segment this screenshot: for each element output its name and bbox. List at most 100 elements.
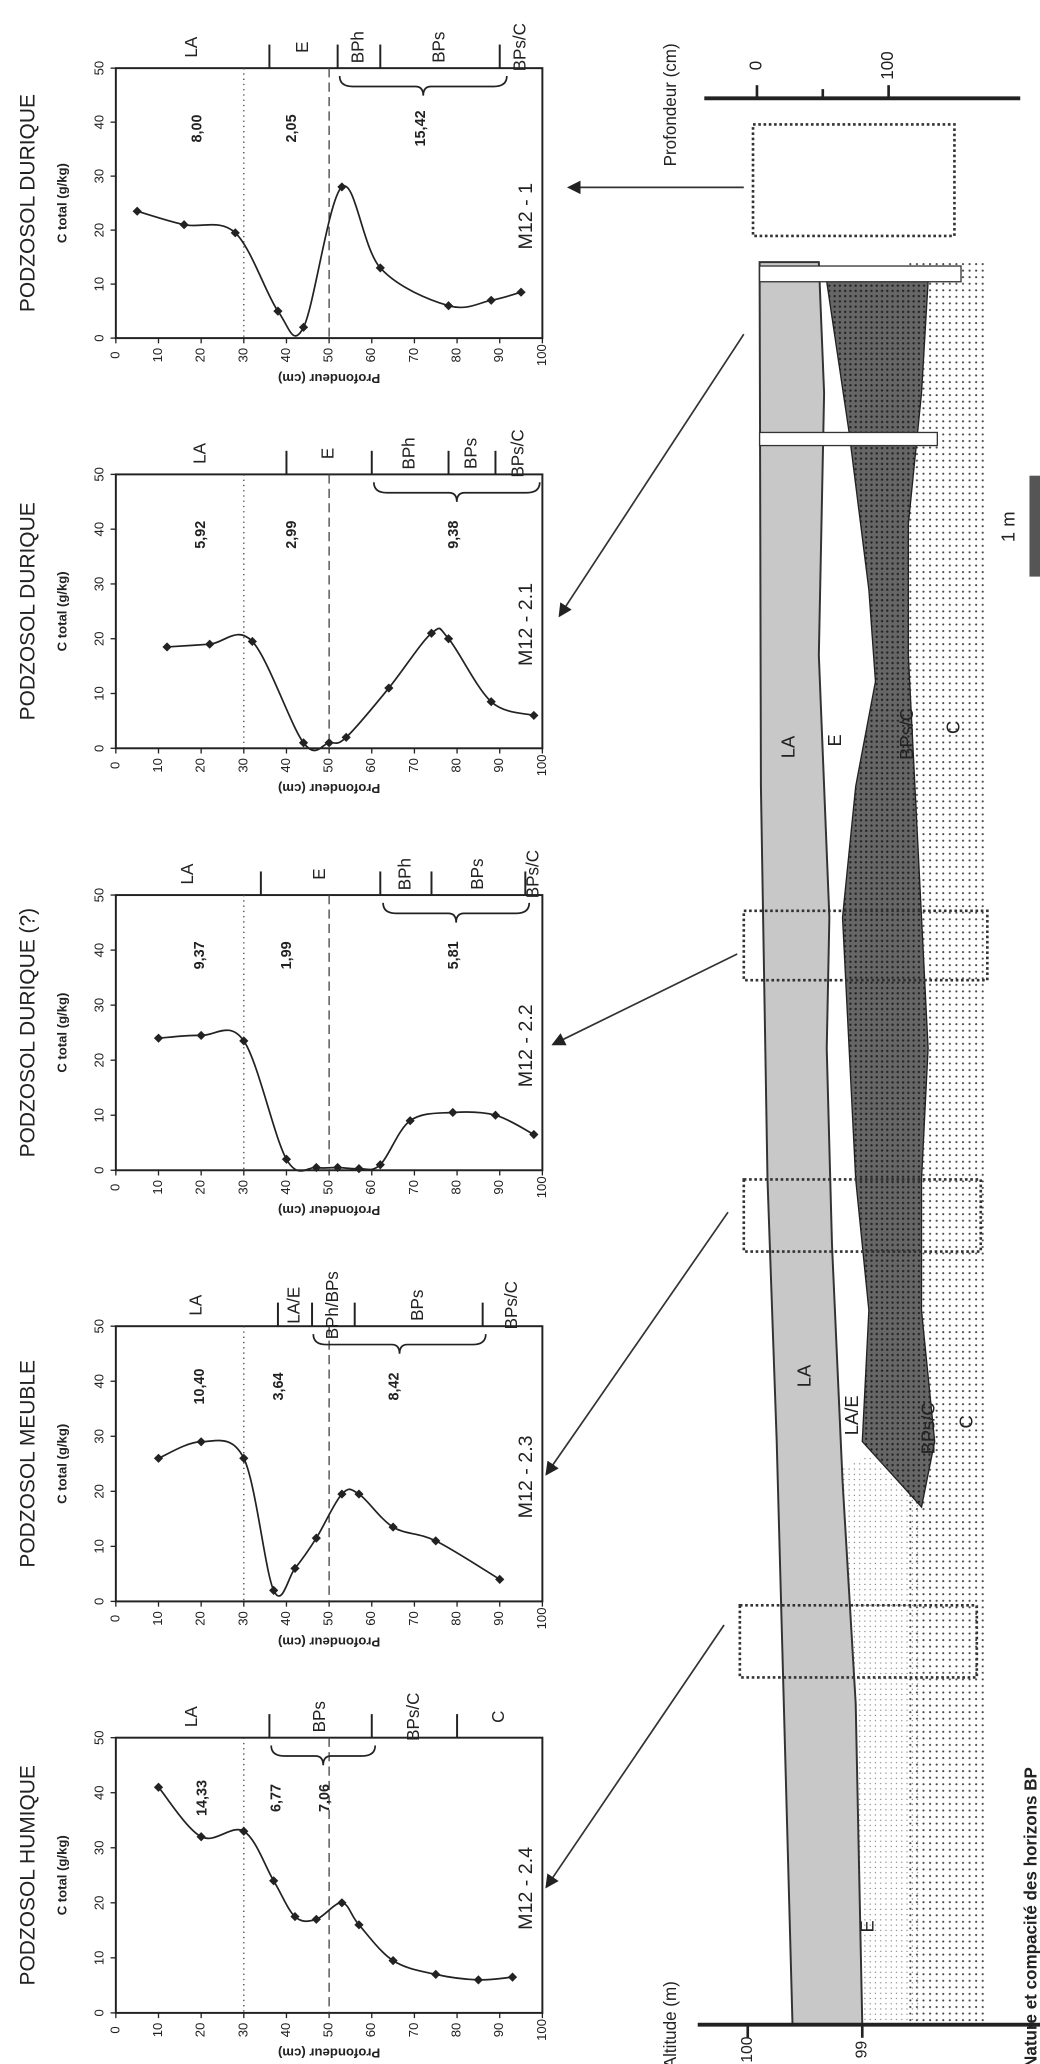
horizon-label: LA	[182, 1706, 201, 1727]
sample-box	[751, 123, 956, 238]
x-tick-label: 30	[235, 1611, 250, 1626]
horizon-label: BPh	[348, 31, 367, 63]
series-line	[136, 185, 522, 337]
horizon-label: LA	[191, 442, 210, 463]
x-tick-label: 50	[321, 1180, 336, 1195]
x-tick-label: 50	[321, 2023, 336, 2038]
section-label: E	[857, 1920, 878, 1932]
x-tick-label: 0	[107, 762, 122, 769]
data-point	[196, 1832, 206, 1842]
x-tick-label: 30	[235, 1180, 250, 1195]
x-tick-label: 0	[107, 351, 122, 358]
section-label: BPs/C	[917, 1402, 938, 1454]
horizon-label: BPs	[408, 1290, 427, 1321]
sample-id: M12 - 2.3	[515, 1435, 537, 1518]
horizon-label: E	[319, 448, 338, 459]
brace	[312, 1334, 487, 1354]
data-point	[269, 1876, 279, 1886]
horizon-label: BPs/C	[404, 1693, 423, 1741]
data-point	[239, 1453, 249, 1463]
horizon-label: BPs/C	[502, 1281, 521, 1329]
soil-section	[758, 261, 985, 2026]
sample-box	[742, 909, 989, 982]
data-point	[162, 642, 172, 652]
sample-id: M12 - 2.4	[515, 1847, 537, 1930]
y-tick-label: 0	[92, 1167, 107, 1174]
section-label: LA	[778, 735, 799, 758]
x-tick-label: 60	[363, 1180, 378, 1195]
y-tick-label: 30	[92, 1840, 107, 1855]
profile-pit	[758, 431, 938, 447]
data-point	[448, 1107, 458, 1118]
data-point	[179, 220, 189, 230]
data-point	[337, 1489, 347, 1499]
x-tick-label: 70	[406, 1611, 421, 1626]
depth-tick: 0	[746, 61, 765, 70]
x-tick-label: 70	[406, 348, 421, 363]
mean-label: 6,77	[268, 1784, 284, 1812]
chart-title: PODZOSOL DURIQUE (?)	[16, 908, 39, 1158]
data-point	[354, 1920, 364, 1930]
caption: Nature et compacité des horizons BP	[1022, 1767, 1040, 2064]
depth-tick: 100	[878, 51, 897, 79]
x-tick-label: 0	[107, 1184, 122, 1191]
chart-title: PODZOSOL DURIQUE	[16, 502, 39, 720]
x-tick-label: 60	[363, 348, 378, 363]
x-tick-label: 20	[193, 2023, 208, 2038]
horizon-label: LA	[186, 1294, 205, 1315]
data-point	[443, 301, 454, 311]
x-tick-label: 20	[193, 1180, 208, 1195]
data-point	[333, 1162, 343, 1173]
horizon-label: BPs	[461, 438, 480, 469]
section-label: LA/E	[841, 1395, 862, 1435]
y-tick-label: 0	[92, 745, 107, 752]
y-tick-label: 40	[91, 1374, 106, 1389]
x-tick-label: 10	[150, 1180, 165, 1195]
arrow	[545, 1624, 725, 1889]
mean-label: 1,99	[279, 941, 295, 969]
y-axis-label: C total (g/kg)	[55, 1424, 70, 1504]
x-tick-label: 60	[363, 1611, 378, 1626]
mean-label: 15,42	[413, 110, 429, 146]
data-point	[337, 1898, 347, 1908]
data-point	[529, 1129, 539, 1140]
x-tick-label: 90	[491, 1611, 506, 1626]
data-point	[490, 1110, 501, 1120]
section-label: LA	[794, 1364, 815, 1387]
brace	[270, 1745, 377, 1766]
horizon-label: BPs	[430, 32, 449, 63]
mean-label: 9,37	[192, 941, 208, 969]
data-point	[388, 1956, 398, 1966]
mean-label: 10,40	[192, 1368, 208, 1404]
mean-label: 2,99	[284, 521, 300, 549]
x-tick-label: 100	[534, 754, 549, 776]
data-point	[507, 1972, 518, 1982]
data-point	[337, 182, 347, 192]
x-axis-label: Profondeur (cm)	[278, 2046, 380, 2061]
y-tick-label: 50	[92, 467, 107, 482]
y-axis-label: C total (g/kg)	[55, 993, 70, 1073]
horizon-label: BPs/C	[511, 23, 530, 71]
data-point	[405, 1116, 415, 1126]
data-point	[281, 1154, 292, 1164]
y-tick-label: 10	[92, 686, 107, 701]
brace	[382, 902, 531, 923]
chart: 0 10 20 30 40 50 60 70 80 90 100 0 10 20 30 40 50 C total…	[16, 850, 548, 1218]
x-tick-label: 90	[491, 758, 506, 773]
horizon-label: BPs/C	[508, 429, 527, 477]
y-tick-label: 50	[92, 1319, 107, 1334]
horizon-label: BPh	[395, 858, 414, 890]
data-point	[426, 628, 437, 638]
brace	[338, 75, 508, 96]
y-tick-label: 0	[92, 334, 107, 341]
sample-id: M12 - 2.1	[515, 583, 537, 666]
mean-label: 5,92	[193, 521, 209, 549]
x-tick-label: 90	[491, 2023, 506, 2038]
brace	[373, 482, 541, 502]
x-tick-label: 70	[406, 1180, 421, 1195]
y-tick-label: 30	[92, 998, 107, 1013]
mean-label: 14,33	[195, 1780, 211, 1816]
data-point	[354, 1164, 364, 1174]
x-tick-label: 60	[363, 2023, 378, 2038]
